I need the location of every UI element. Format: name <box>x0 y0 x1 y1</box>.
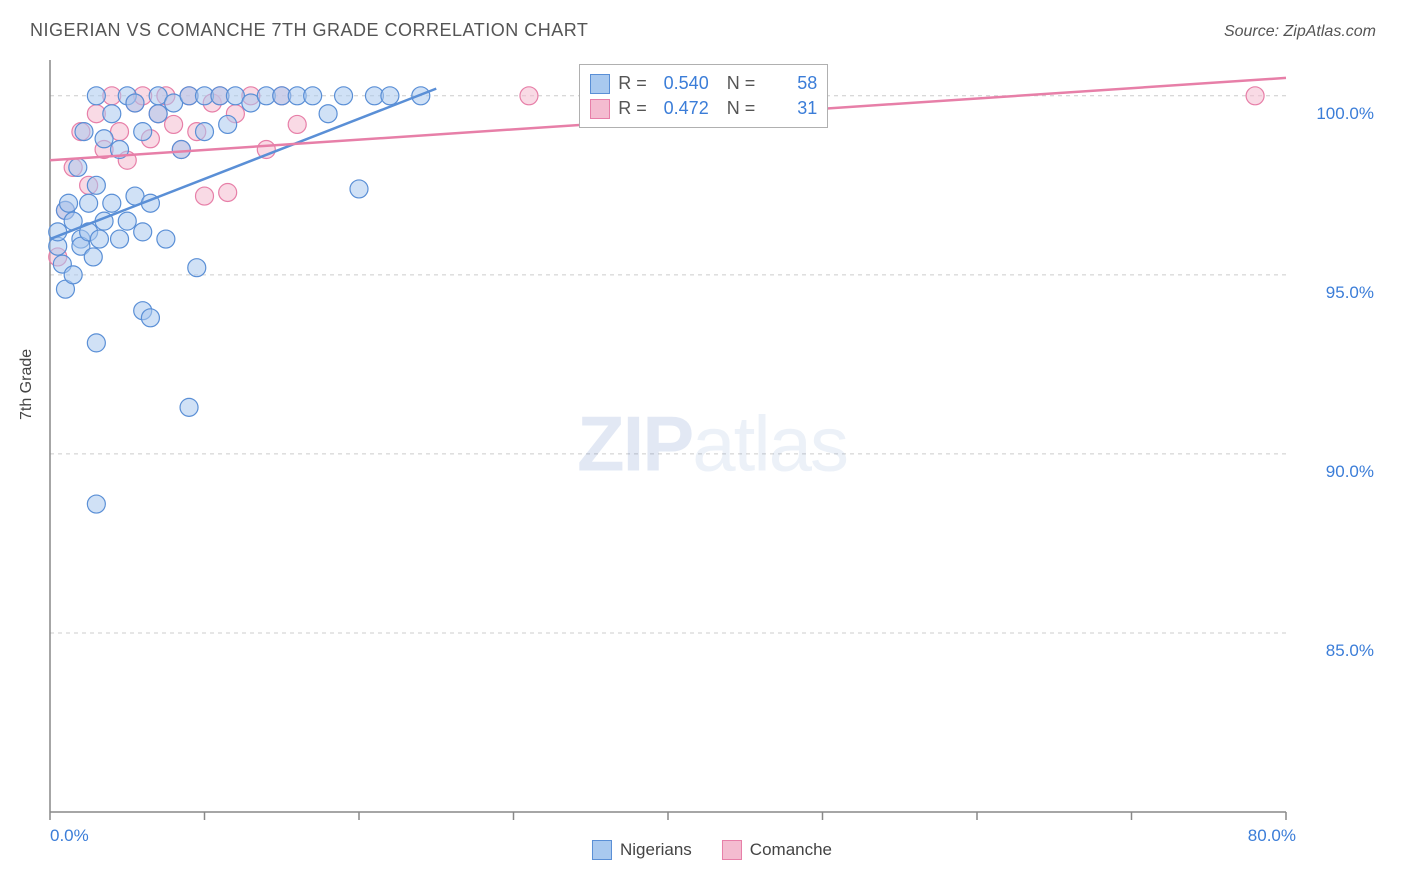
legend-swatch <box>590 74 610 94</box>
r-value: 0.472 <box>655 98 709 119</box>
legend-swatch <box>592 840 612 860</box>
source-attribution: Source: ZipAtlas.com <box>1224 23 1376 41</box>
r-label: R = <box>618 98 647 119</box>
legend-stats-row: R = 0.540 N = 58 <box>590 71 817 96</box>
n-value: 31 <box>763 98 817 119</box>
x-tick-label: 80.0% <box>1236 826 1296 846</box>
series-legend: Nigerians Comanche <box>592 840 832 860</box>
legend-stats-row: R = 0.472 N = 31 <box>590 96 817 121</box>
y-tick-label: 85.0% <box>1326 641 1374 661</box>
r-label: R = <box>618 73 647 94</box>
legend-item: Comanche <box>722 840 832 860</box>
y-axis-label: 7th Grade <box>18 349 36 420</box>
chart-area: 7th Grade ZIPatlas R = 0.540 N = 58 R = … <box>48 58 1376 862</box>
r-value: 0.540 <box>655 73 709 94</box>
legend-item: Nigerians <box>592 840 692 860</box>
x-tick-label: 0.0% <box>50 826 89 846</box>
legend-label: Comanche <box>750 840 832 860</box>
legend-swatch <box>722 840 742 860</box>
n-value: 58 <box>763 73 817 94</box>
y-tick-label: 95.0% <box>1326 283 1374 303</box>
scatter-plot <box>48 58 1376 862</box>
n-label: N = <box>727 73 756 94</box>
n-label: N = <box>727 98 756 119</box>
y-tick-label: 90.0% <box>1326 462 1374 482</box>
chart-title: NIGERIAN VS COMANCHE 7TH GRADE CORRELATI… <box>30 20 588 41</box>
legend-swatch <box>590 99 610 119</box>
legend-label: Nigerians <box>620 840 692 860</box>
correlation-legend: R = 0.540 N = 58 R = 0.472 N = 31 <box>579 64 828 128</box>
y-tick-label: 100.0% <box>1316 104 1374 124</box>
